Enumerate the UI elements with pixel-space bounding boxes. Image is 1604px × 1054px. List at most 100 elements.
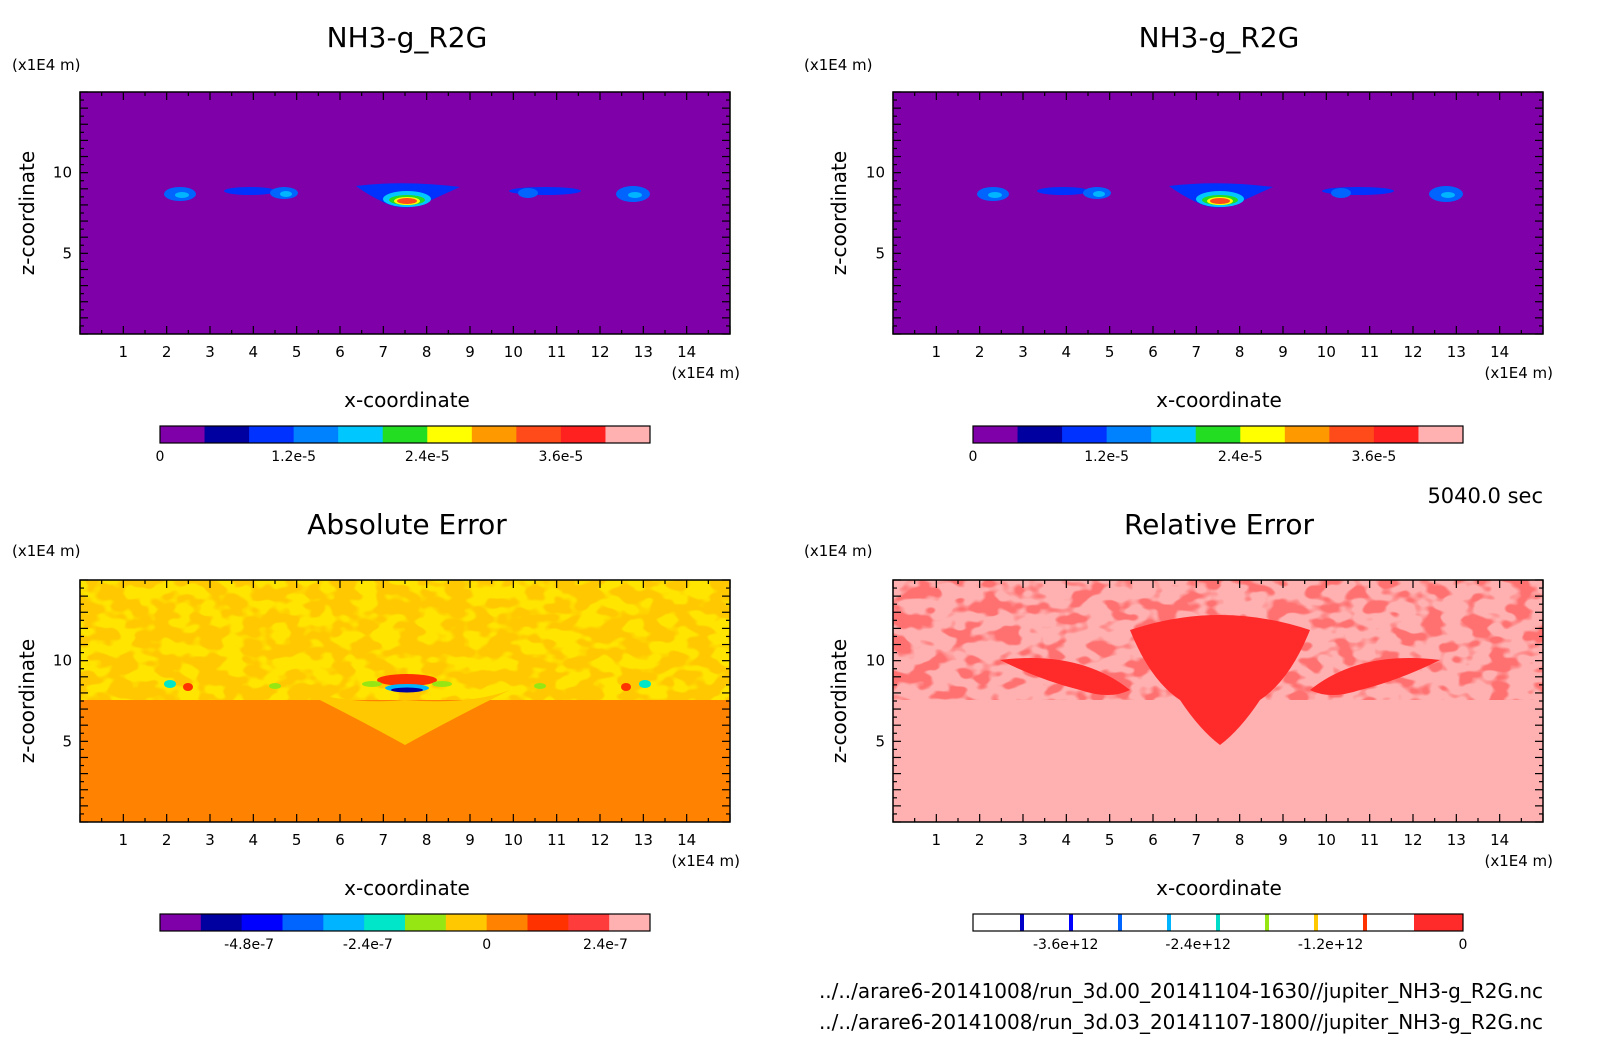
x-tick-label: 6 — [1148, 831, 1158, 849]
x-tick-label: 5 — [1105, 343, 1115, 361]
x-tick-label: 2 — [975, 831, 985, 849]
colorbar-tick-label: 2.4e-5 — [405, 449, 450, 465]
plot-area — [79, 91, 731, 335]
colorbar-tick-label: 0 — [156, 449, 165, 465]
plume-core — [1441, 192, 1455, 198]
x-tick-label: 3 — [1018, 831, 1028, 849]
error-feature — [377, 674, 437, 686]
x-axis-label: x-coordinate — [1156, 876, 1282, 900]
y-unit-label: (x1E4 m) — [12, 56, 81, 74]
x-tick-label: 6 — [1148, 343, 1158, 361]
colorbar-swatch — [1120, 914, 1170, 931]
colorbar-swatch — [1062, 426, 1108, 443]
field-background — [893, 92, 1543, 334]
x-tick-label: 11 — [547, 343, 566, 361]
y-tick-label: 10 — [53, 652, 72, 670]
x-unit-label: (x1E4 m) — [671, 364, 740, 382]
colorbar-swatch — [1071, 914, 1121, 931]
colorbar: -4.8e-7 -2.4e-7 0 2.4e-7 — [159, 913, 651, 953]
plume-blob — [1331, 188, 1351, 198]
colorbar-swatch — [382, 426, 428, 443]
error-feature — [362, 681, 382, 687]
colorbar-tick-label: 2.4e-5 — [1218, 449, 1263, 465]
x-tick-label: 14 — [677, 343, 696, 361]
colorbar: -3.6e+12 -2.4e+12 -1.2e+12 0 — [972, 913, 1467, 953]
colorbar-swatch — [1151, 426, 1197, 443]
colorbar-swatch — [1414, 914, 1464, 931]
x-ticks: 1 2 3 4 5 6 7 8 9 10 11 12 13 14 — [892, 92, 1544, 361]
plume-features — [164, 183, 650, 208]
x-tick-label: 4 — [1062, 831, 1072, 849]
error-feature — [391, 687, 423, 693]
x-tick-label: 5 — [292, 343, 302, 361]
colorbar-swatch — [241, 914, 283, 931]
x-tick-label: 8 — [1235, 831, 1245, 849]
colorbar-swatch — [605, 426, 651, 443]
colorbar-swatch — [973, 426, 1019, 443]
x-unit-label: (x1E4 m) — [1484, 364, 1553, 382]
colorbar-swatch — [1218, 914, 1268, 931]
x-tick-label: 14 — [1490, 831, 1509, 849]
y-ticks: 5 10 — [53, 579, 730, 823]
x-tick-label: 2 — [162, 343, 172, 361]
colorbar-tick-label: 3.6e-5 — [1351, 449, 1396, 465]
y-axis-label: z-coordinate — [15, 151, 39, 275]
x-tick-label: 7 — [1192, 343, 1202, 361]
x-tick-label: 6 — [335, 831, 345, 849]
x-tick-label: 12 — [590, 831, 609, 849]
y-tick-label: 5 — [875, 244, 885, 262]
x-tick-label: 4 — [1062, 343, 1072, 361]
x-tick-label: 7 — [379, 343, 389, 361]
x-tick-label: 14 — [1490, 343, 1509, 361]
colorbar-level-line — [1265, 914, 1269, 931]
x-tick-label: 2 — [162, 831, 172, 849]
x-tick-label: 7 — [379, 831, 389, 849]
colorbar-swatch — [282, 914, 324, 931]
colorbar-level-line — [1020, 914, 1024, 931]
x-tick-label: 8 — [1235, 343, 1245, 361]
colorbar-swatch — [1365, 914, 1415, 931]
colorbar-level-line — [1216, 914, 1220, 931]
colorbar-level-line — [1167, 914, 1171, 931]
colorbar-frame — [159, 425, 651, 444]
plume-core — [397, 198, 417, 204]
colorbar-swatch — [1169, 914, 1219, 931]
panel-title: Relative Error — [1124, 508, 1315, 541]
colorbar-swatch — [445, 914, 488, 931]
colorbar-tick-label: -3.6e+12 — [1033, 937, 1098, 953]
x-tick-label: 6 — [335, 343, 345, 361]
colorbar-swatch — [1106, 426, 1152, 443]
colorbar-frame — [972, 425, 1464, 444]
file-path-2: ../../arare6-20141008/run_3d.03_20141107… — [819, 1010, 1543, 1034]
colorbar-swatch — [527, 914, 569, 931]
colorbar-swatch — [293, 426, 339, 443]
x-tick-label: 9 — [1278, 343, 1288, 361]
colorbar-tick-label: 0 — [482, 937, 491, 953]
x-ticks: 1 2 3 4 5 6 7 8 9 10 11 12 13 14 — [79, 580, 731, 849]
x-tick-label: 4 — [249, 831, 259, 849]
colorbar-swatch — [1017, 426, 1063, 443]
y-axis-label: z-coordinate — [827, 151, 851, 275]
x-tick-label: 9 — [465, 343, 475, 361]
plume-core — [1093, 191, 1105, 197]
side-feature — [1310, 658, 1440, 695]
colorbar-swatch — [1418, 426, 1464, 443]
colorbar-swatch — [338, 426, 384, 443]
y-ticks: 5 10 — [866, 579, 1543, 823]
x-tick-label: 13 — [634, 831, 653, 849]
plume-blob — [224, 187, 276, 195]
plume-tail — [300, 690, 510, 745]
y-unit-label: (x1E4 m) — [804, 56, 873, 74]
x-tick-label: 1 — [119, 831, 129, 849]
colorbar-swatch — [471, 426, 517, 443]
x-tick-label: 12 — [1403, 343, 1422, 361]
time-label: 5040.0 sec — [1427, 484, 1543, 508]
colorbar-tick-label: 1.2e-5 — [271, 449, 316, 465]
panel-title: Absolute Error — [307, 508, 507, 541]
panel-bottom-right: Relative Error (x1E4 m) 1 2 3 4 5 6 7 8 9 10 11 12 1… — [804, 508, 1553, 953]
x-tick-label: 8 — [422, 831, 432, 849]
colorbar-swatch — [568, 914, 610, 931]
plume-blob — [518, 188, 538, 198]
colorbar-frame — [159, 913, 651, 932]
